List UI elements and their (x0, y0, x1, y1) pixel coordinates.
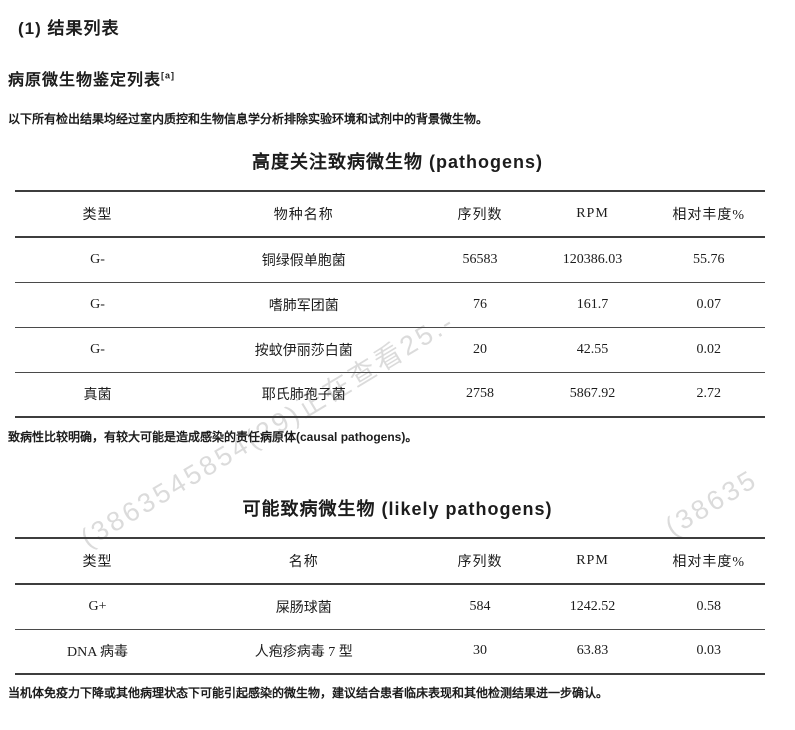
qc-note: 以下所有检出结果均经过室内质控和生物信息学分析排除实验环境和试剂中的背景微生物。 (8, 112, 489, 126)
cell-reads: 76 (427, 281, 533, 327)
cell-type: 真菌 (15, 371, 180, 417)
likely-pathogens-table-title: 可能致病微生物 (likely pathogens) (242, 499, 553, 519)
table-row: G- 嗜肺军团菌 76 161.7 0.07 (15, 281, 765, 327)
cell-species: 耶氏肺孢子菌 (180, 371, 428, 417)
column-header-species: 物种名称 (180, 191, 428, 238)
table-header-row: 类型 名称 序列数 RPM 相对丰度% (15, 538, 765, 585)
cell-species: 屎肠球菌 (275, 600, 332, 616)
pathogens-table-title: 高度关注致病微生物 (pathogens) (252, 152, 543, 172)
report-title-text: 病原微生物鉴定列表 (8, 72, 162, 89)
cell-rpm: 120386.03 (562, 251, 623, 267)
report-title-footnote-marker: [a] (161, 70, 176, 81)
likely-pathogens-table-footnote: 当机体免疫力下降或其他病理状态下可能引起感染的微生物，建议结合患者临床表现和其他… (8, 686, 609, 700)
cell-abundance: 0.02 (652, 326, 765, 372)
table-row: DNA 病毒 人疱疹病毒 7 型 30 63.83 0.03 (15, 628, 765, 674)
cell-rpm: 1242.52 (569, 598, 616, 614)
cell-abundance: 55.76 (693, 251, 725, 267)
cell-reads: 30 (427, 628, 533, 674)
column-header-type: 类型 (15, 538, 180, 585)
pathogens-table-footnote: 致病性比较明确，有较大可能是造成感染的责任病原体(causal pathogen… (8, 430, 418, 444)
table-row: G- 按蚊伊丽莎白菌 20 42.55 0.02 (15, 326, 765, 372)
cell-type: G- (15, 281, 180, 327)
cell-type: G+ (88, 598, 107, 614)
column-header-reads: 序列数 (427, 538, 533, 585)
table-row: G+ 屎肠球菌 584 1242.52 0.58 (15, 584, 765, 629)
cell-abundance: 0.58 (696, 598, 722, 614)
cell-reads: 56583 (462, 251, 498, 267)
cell-type: G- (90, 251, 105, 267)
cell-rpm: 42.55 (532, 326, 653, 372)
column-header-abundance: 相对丰度% (652, 538, 765, 585)
cell-rpm: 5867.92 (532, 371, 653, 417)
cell-species: 铜绿假单胞菌 (261, 253, 346, 269)
column-header-reads: 序列数 (427, 191, 533, 238)
likely-pathogens-table: 类型 名称 序列数 RPM 相对丰度% G+ 屎肠球菌 584 1242.52 … (15, 537, 765, 675)
report-page: (1) 结果列表 病原微生物鉴定列表[a] 以下所有检出结果均经过室内质控和生物… (0, 14, 795, 701)
cell-type: G- (15, 326, 180, 372)
column-header-rpm: RPM (532, 538, 653, 585)
cell-type: DNA 病毒 (15, 628, 180, 674)
cell-rpm: 63.83 (532, 628, 653, 674)
table-row: G- 铜绿假单胞菌 56583 120386.03 55.76 (15, 237, 765, 282)
section-heading: (1) 结果列表 (18, 19, 120, 38)
table-row: 真菌 耶氏肺孢子菌 2758 5867.92 2.72 (15, 371, 765, 417)
column-header-name: 名称 (180, 538, 428, 585)
table-header-row: 类型 物种名称 序列数 RPM 相对丰度% (15, 191, 765, 238)
cell-reads: 20 (427, 326, 533, 372)
report-title: 病原微生物鉴定列表[a] (8, 66, 795, 90)
cell-species: 嗜肺军团菌 (180, 281, 428, 327)
cell-abundance: 2.72 (652, 371, 765, 417)
column-header-type: 类型 (15, 191, 180, 238)
cell-species: 按蚊伊丽莎白菌 (180, 326, 428, 372)
cell-abundance: 0.03 (652, 628, 765, 674)
cell-reads: 2758 (427, 371, 533, 417)
cell-abundance: 0.07 (652, 281, 765, 327)
cell-species: 人疱疹病毒 7 型 (180, 628, 428, 674)
column-header-rpm: RPM (532, 191, 653, 238)
pathogens-table: 类型 物种名称 序列数 RPM 相对丰度% G- 铜绿假单胞菌 56583 12… (15, 190, 765, 418)
column-header-abundance: 相对丰度% (652, 191, 765, 238)
cell-reads: 584 (469, 598, 491, 614)
cell-rpm: 161.7 (532, 281, 653, 327)
